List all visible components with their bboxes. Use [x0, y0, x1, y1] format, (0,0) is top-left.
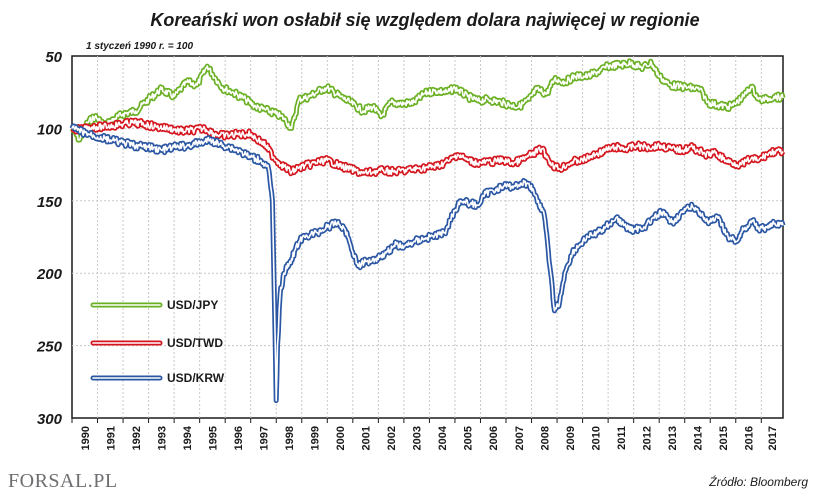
legend-label: USD/TWD: [167, 336, 223, 350]
forsal-logo: FORSAL.PL: [8, 470, 118, 492]
legend: USD/JPY USD/TWD USD/KRW: [90, 298, 225, 385]
x-tick-label: 2016: [744, 426, 756, 450]
y-tick-label: 200: [36, 266, 63, 283]
series-line-inner: [71, 60, 784, 141]
x-tick-label: 2004: [437, 425, 449, 450]
source-note: Źródło: Bloomberg: [708, 474, 808, 489]
y-tick-label: 100: [37, 121, 63, 138]
x-tick-label: 1991: [105, 426, 117, 450]
x-axis-ticks: 1990 1991 1992 1993 1994 1995 1996 1997 1998 1999…: [71, 418, 779, 450]
y-tick-label: 50: [45, 49, 62, 66]
chart-title: Koreański won osłabił się względem dolar…: [150, 10, 699, 30]
y-axis-ticks: 50 100 150 200 250 300: [36, 49, 63, 428]
series-usd-krw: [69, 123, 786, 404]
series-layer: [69, 58, 786, 404]
y-tick-label: 250: [36, 339, 63, 356]
chart-subtitle: 1 styczeń 1990 r. = 100: [86, 41, 193, 52]
x-tick-label: 1990: [80, 426, 92, 450]
x-tick-label: 2015: [718, 426, 730, 450]
x-tick-label: 2012: [641, 426, 653, 450]
x-tick-label: 1999: [310, 426, 322, 450]
x-tick-label: 1998: [284, 426, 296, 450]
y-tick-label: 150: [37, 194, 63, 211]
x-tick-label: 2007: [514, 426, 526, 450]
x-tick-label: 1997: [258, 426, 270, 450]
x-tick-label: 2011: [616, 426, 628, 450]
x-tick-label: 2005: [463, 426, 475, 450]
series-line-inner: [71, 119, 784, 176]
legend-item-usd-krw: USD/KRW: [90, 371, 225, 385]
legend-item-usd-jpy: USD/JPY: [90, 298, 218, 312]
series-usd-jpy: [69, 58, 786, 143]
x-tick-label: 1993: [156, 426, 168, 450]
series-line-inner: [71, 125, 784, 402]
x-tick-label: 1996: [233, 426, 245, 450]
legend-item-usd-twd: USD/TWD: [90, 336, 223, 350]
x-tick-label: 2017: [767, 426, 779, 450]
x-tick-label: 1995: [207, 426, 219, 450]
x-tick-label: 1994: [182, 425, 194, 450]
x-tick-label: 1992: [131, 426, 143, 450]
series-usd-twd: [70, 117, 786, 177]
x-tick-label: 2013: [667, 426, 679, 450]
x-tick-label: 2009: [565, 426, 577, 450]
x-tick-label: 2014: [692, 425, 704, 450]
x-tick-label: 2008: [539, 426, 551, 450]
y-tick-label: 300: [37, 411, 63, 428]
x-tick-label: 2002: [386, 426, 398, 450]
legend-label: USD/KRW: [167, 371, 225, 385]
x-tick-label: 2003: [412, 426, 424, 450]
x-tick-label: 2006: [488, 426, 500, 450]
x-tick-label: 2010: [590, 426, 602, 450]
legend-label: USD/JPY: [167, 298, 218, 312]
x-tick-label: 2001: [361, 426, 373, 450]
x-tick-label: 2000: [335, 426, 347, 450]
